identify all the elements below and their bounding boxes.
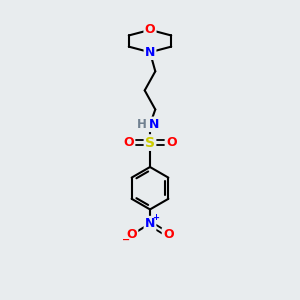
Text: O: O bbox=[163, 228, 174, 241]
Text: O: O bbox=[145, 23, 155, 36]
Text: −: − bbox=[122, 235, 130, 245]
Text: O: O bbox=[126, 228, 137, 241]
Text: N: N bbox=[145, 217, 155, 230]
Text: O: O bbox=[124, 136, 134, 149]
Text: S: S bbox=[145, 136, 155, 150]
Text: +: + bbox=[152, 214, 159, 223]
Text: O: O bbox=[166, 136, 176, 149]
Text: H: H bbox=[137, 118, 147, 131]
Text: N: N bbox=[148, 118, 159, 131]
Text: N: N bbox=[145, 46, 155, 59]
